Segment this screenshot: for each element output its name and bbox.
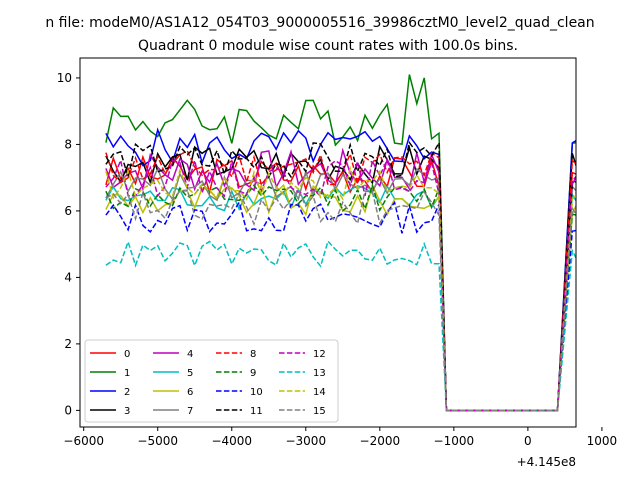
legend-label-2: 2 [124, 387, 130, 398]
x-offset-label: +4.145e8 [517, 455, 576, 469]
x-tick-label: 1000 [587, 434, 618, 448]
legend-label-12: 12 [313, 349, 326, 360]
legend-label-8: 8 [250, 349, 256, 360]
legend-label-0: 0 [124, 349, 130, 360]
x-tick-label: −5000 [137, 434, 178, 448]
x-tick-label: −2000 [360, 434, 401, 448]
legend-label-15: 15 [313, 406, 326, 417]
legend-label-10: 10 [250, 387, 263, 398]
axes-frame [79, 57, 577, 428]
legend-label-7: 7 [187, 406, 193, 417]
legend-label-14: 14 [313, 387, 326, 398]
x-tick-label: −3000 [285, 434, 326, 448]
y-tick-label: 8 [64, 137, 72, 151]
figure-suptitle: n file: modeM0/AS1A12_054T03_9000005516_… [45, 15, 594, 31]
legend-label-4: 4 [187, 349, 193, 360]
series-lines [105, 74, 576, 412]
x-tick-label: −1000 [434, 434, 475, 448]
legend-label-11: 11 [250, 406, 263, 417]
legend-label-1: 1 [124, 368, 130, 379]
x-tick-label: −4000 [211, 434, 252, 448]
legend-label-9: 9 [250, 368, 256, 379]
y-tick-label: 0 [64, 403, 72, 417]
series-line-15 [105, 188, 576, 412]
x-tick-label: 0 [524, 434, 532, 448]
legend-label-13: 13 [313, 368, 326, 379]
y-tick-label: 6 [64, 204, 72, 218]
y-tick-label: 4 [64, 270, 72, 284]
legend-label-5: 5 [187, 368, 193, 379]
y-axis-ticks: 0 2 4 6 8 10 [57, 71, 80, 417]
legend-label-3: 3 [124, 406, 130, 417]
legend-box [84, 339, 339, 423]
y-tick-label: 10 [57, 71, 72, 85]
y-tick-label: 2 [64, 337, 72, 351]
legend-label-6: 6 [187, 387, 193, 398]
x-tick-label: −6000 [63, 434, 104, 448]
x-axis-ticks: −6000 −5000 −4000 −3000 −2000 −1000 0 1000 [63, 427, 617, 448]
axes-title: Quadrant 0 module wise count rates with … [138, 38, 518, 54]
